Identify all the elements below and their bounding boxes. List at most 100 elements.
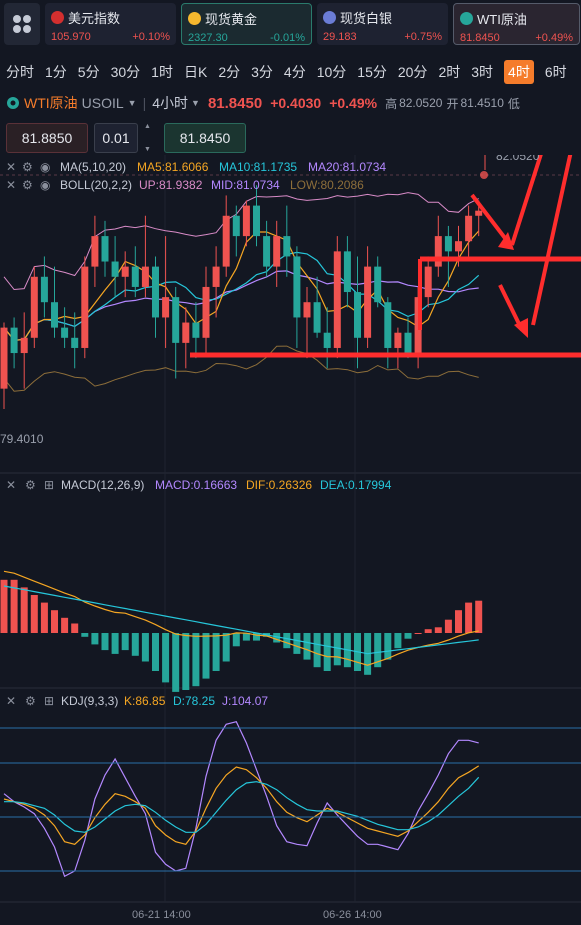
ticker-gold[interactable]: 现货黄金 2327.30 -0.01% <box>181 3 312 45</box>
ticker-silver[interactable]: 现货白银 29.183 +0.75% <box>317 3 448 45</box>
macd-bar <box>384 633 392 660</box>
period-tab[interactable]: 15分 <box>357 64 387 80</box>
period-tab[interactable]: 1时 <box>151 64 173 80</box>
candle-body <box>20 337 28 354</box>
close-icon[interactable]: ✕ <box>6 160 16 174</box>
ticker-change: +0.10% <box>132 31 170 43</box>
step-down-icon[interactable]: ▼ <box>144 146 151 153</box>
period-tab[interactable]: 4时 <box>504 60 534 84</box>
chart-area[interactable]: 82.0520 79.4010 ✕ ⚙ ◉ MA(5,10,20) MA5:81… <box>0 98 581 925</box>
candle-body <box>40 276 48 303</box>
period-tab[interactable]: 1分 <box>45 64 67 80</box>
arrow-head <box>514 318 528 338</box>
period-tab[interactable]: 5分 <box>77 64 100 80</box>
close-icon[interactable]: ✕ <box>6 178 16 192</box>
macd-bar <box>172 633 180 692</box>
kdj-d-value: D:78.25 <box>173 694 215 708</box>
buy-price-button[interactable]: 81.8450 <box>164 123 246 153</box>
symbol-code: USOIL <box>81 95 124 111</box>
eye-icon[interactable]: ◉ <box>40 178 50 192</box>
boll-up-value: UP:81.9382 <box>139 178 203 192</box>
macd-bar <box>182 633 190 690</box>
macd-bar <box>162 633 170 683</box>
ticker-name: 现货白银 <box>340 11 393 26</box>
period-tab[interactable]: 3时 <box>471 64 494 80</box>
macd-bar <box>152 633 159 671</box>
add-icon[interactable]: ⊞ <box>44 694 54 708</box>
macd-label: MACD(12,26,9) <box>61 478 144 492</box>
macd-bar <box>51 610 58 633</box>
candle-body <box>81 266 89 348</box>
candle-body <box>263 236 271 267</box>
period-tab[interactable]: 2时 <box>438 64 461 80</box>
current-price: 81.8450 <box>207 94 263 112</box>
period-tab[interactable]: 20分 <box>397 64 428 80</box>
period-tab[interactable]: 4分 <box>283 64 306 80</box>
settings-icon[interactable]: ⚙ <box>25 694 36 708</box>
ticker-usd-index[interactable]: 美元指数 105.970 +0.10% <box>45 3 176 45</box>
menu-button[interactable] <box>4 3 40 45</box>
candle-body <box>313 302 321 333</box>
candle-body <box>222 215 230 267</box>
settings-icon[interactable]: ⚙ <box>22 178 33 192</box>
ticker-change: +0.49% <box>535 32 573 44</box>
chevron-down-icon[interactable]: ▼ <box>191 98 200 108</box>
high-price-label: 82.0520 <box>496 155 540 163</box>
macd-legend: ✕ ⚙ ⊞ MACD(12,26,9) MACD:0.16663 DIF:0.2… <box>6 478 392 492</box>
period-tab[interactable]: 分时 <box>6 64 34 80</box>
period-tab[interactable]: 6时 <box>544 64 567 80</box>
macd-bar <box>434 627 442 633</box>
eye-icon[interactable]: ◉ <box>40 160 50 174</box>
macd-bar <box>303 633 311 660</box>
ticker-wti[interactable]: WTI原油 81.8450 +0.49% <box>453 3 580 45</box>
candle-body <box>182 322 190 343</box>
chevron-down-icon[interactable]: ▼ <box>127 98 137 108</box>
interval-label[interactable]: 4小时 <box>152 95 189 111</box>
candle-body <box>404 332 412 354</box>
period-tab[interactable]: 10分 <box>316 64 347 80</box>
order-panel: 81.8850 0.01 ▲ ▼ 81.8450 <box>6 123 246 153</box>
macd-bar <box>404 633 412 639</box>
sell-price: 81.8850 <box>21 130 73 146</box>
settings-icon[interactable]: ⚙ <box>25 478 36 492</box>
kline-chart[interactable]: 82.0520 79.4010 ✕ ⚙ ◉ MA(5,10,20) MA5:81… <box>0 98 581 925</box>
candle-body <box>242 205 250 237</box>
period-tab[interactable]: 2分 <box>218 64 241 80</box>
settings-icon[interactable]: ⚙ <box>22 160 33 174</box>
macd-bar <box>20 587 28 633</box>
candle-body <box>51 302 58 328</box>
symbol-name[interactable]: WTI原油 <box>24 95 78 111</box>
step-up-icon[interactable]: ▲ <box>144 123 151 130</box>
silver-icon <box>323 11 336 24</box>
add-icon[interactable]: ⊞ <box>44 478 54 492</box>
period-tab[interactable]: 3分 <box>251 64 273 80</box>
divider: | <box>142 95 147 111</box>
candle-body <box>364 266 372 338</box>
close-icon[interactable]: ✕ <box>6 694 16 708</box>
price-change-pct: +0.49% <box>329 95 378 111</box>
period-tab[interactable]: 日K <box>183 64 208 80</box>
low-label: 低 <box>507 96 520 111</box>
period-tab[interactable]: 30分 <box>110 64 141 80</box>
candle-body <box>475 210 483 216</box>
candle-body <box>162 297 170 318</box>
macd-bar <box>273 633 281 643</box>
macd-bar <box>141 633 149 662</box>
ticker-price: 29.183 <box>323 31 357 43</box>
candle-body <box>121 266 129 277</box>
macd-bar <box>10 579 18 633</box>
ticker-name: 现货黄金 <box>205 12 258 27</box>
symbol-header: WTI原油 USOIL ▼ | 4小时 ▼ 81.8450 +0.4030 +0… <box>0 92 581 114</box>
quantity-input[interactable]: 0.01 <box>94 123 138 153</box>
sell-price-button[interactable]: 81.8850 <box>6 123 88 153</box>
candle-body <box>91 236 99 267</box>
macd-bar <box>253 633 260 641</box>
price-change: +0.4030 <box>270 95 322 111</box>
grid-menu-icon <box>13 15 31 33</box>
macd-bar <box>212 633 220 671</box>
quantity-stepper[interactable]: ▲ ▼ <box>144 123 158 153</box>
ma10-line <box>3 251 480 341</box>
close-icon[interactable]: ✕ <box>6 478 16 492</box>
candle-body <box>394 332 402 348</box>
ticker-bar: 美元指数 105.970 +0.10% 现货黄金 2327.30 -0.01% 现货… <box>0 0 581 48</box>
